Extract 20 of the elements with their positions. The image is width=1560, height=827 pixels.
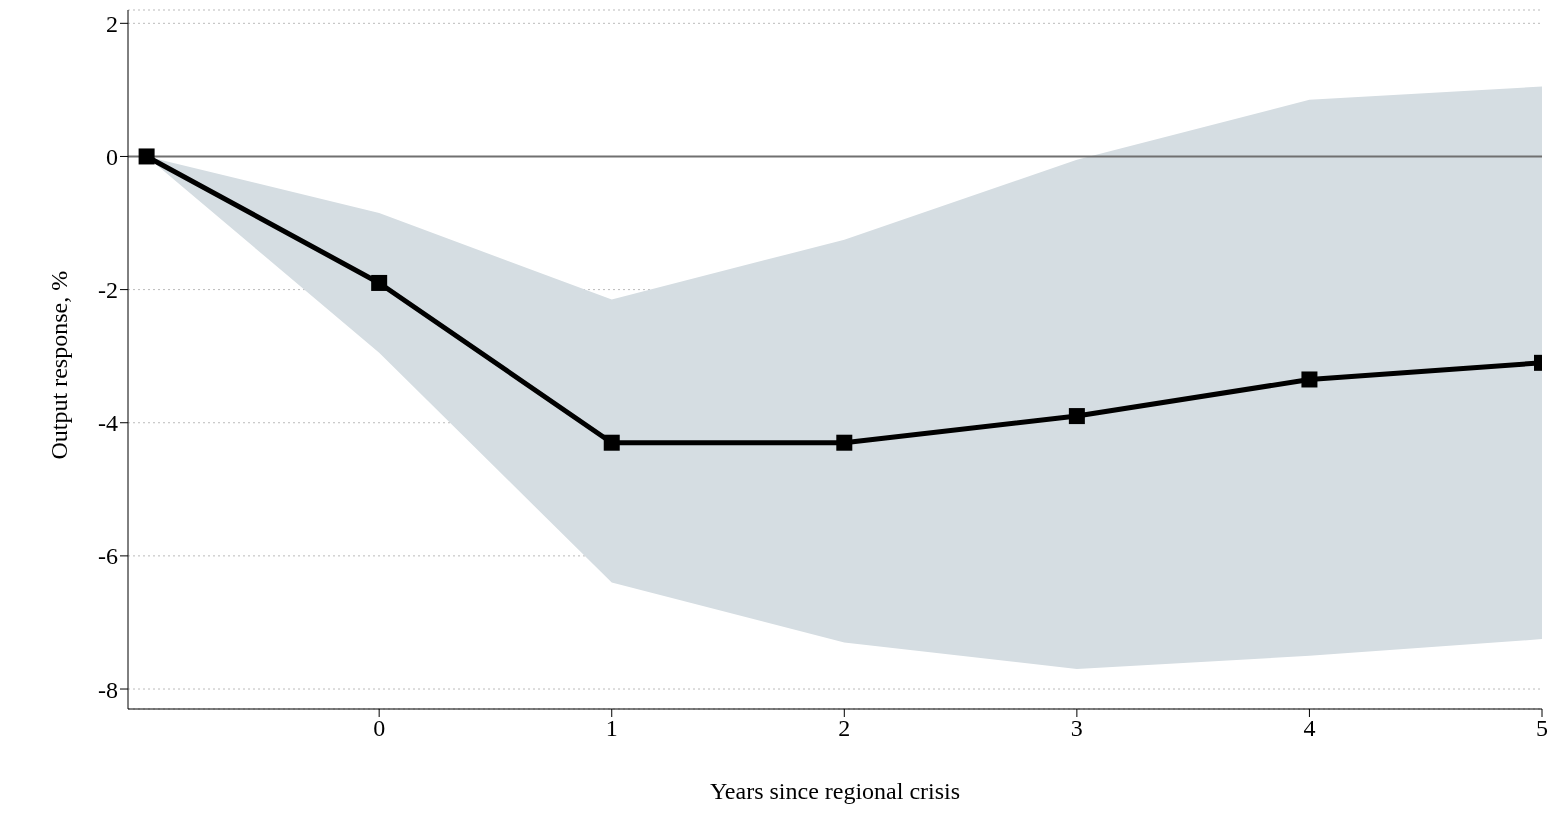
y-tick-label: -8 — [98, 676, 118, 703]
point — [1068, 408, 1085, 425]
point — [1301, 371, 1318, 388]
y-tick-label: -4 — [98, 410, 118, 437]
point — [836, 434, 853, 451]
x-tick-label: 3 — [1070, 715, 1083, 742]
point — [138, 148, 155, 165]
y-tick-label: 2 — [106, 10, 118, 37]
x-tick-label: 5 — [1536, 715, 1548, 742]
y-axis-title: Output response, % — [45, 270, 72, 460]
x-tick-label: 4 — [1303, 715, 1316, 742]
point — [603, 434, 620, 451]
x-tick-label: 1 — [605, 715, 618, 742]
x-axis-title: Years since regional crisis — [709, 778, 961, 804]
x-tick-label: 2 — [838, 715, 851, 742]
point — [371, 274, 388, 291]
y-tick-label: -2 — [98, 277, 118, 304]
x-tick-label: 0 — [373, 715, 386, 742]
y-tick-label: -6 — [98, 543, 118, 570]
y-tick-label: 0 — [106, 143, 118, 170]
